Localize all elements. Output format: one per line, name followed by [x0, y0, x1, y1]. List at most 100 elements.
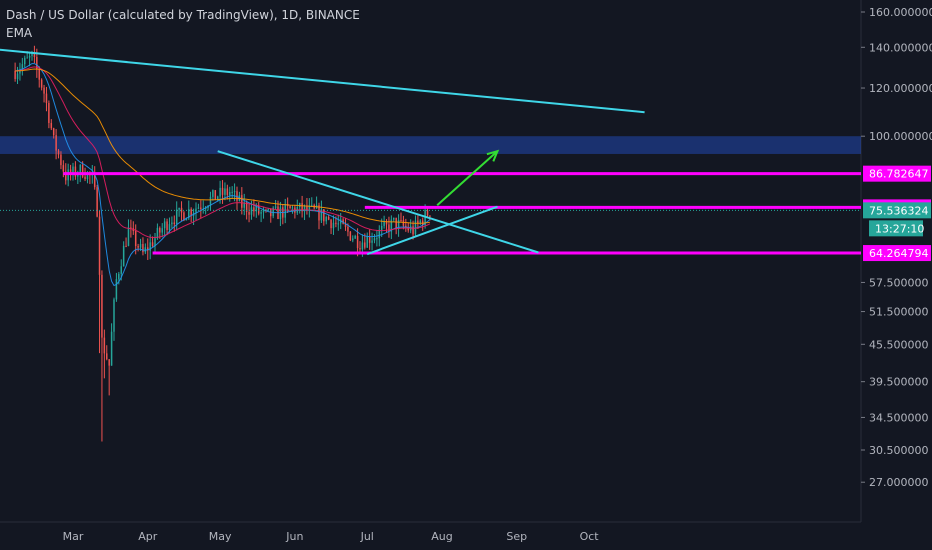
candle-body — [236, 191, 238, 201]
candle-body — [327, 216, 330, 220]
candle-body — [190, 209, 192, 216]
candle-body — [101, 274, 103, 338]
candle-body — [245, 202, 248, 213]
candle-body — [393, 217, 395, 220]
candle-body — [204, 207, 207, 209]
candle-body — [151, 242, 154, 247]
candle-body — [139, 243, 142, 248]
candle-body — [125, 245, 127, 247]
candle-body — [366, 236, 368, 248]
candle-body — [426, 210, 429, 216]
current-price-badge-bg — [863, 202, 931, 219]
x-tick-label: Jul — [360, 530, 374, 543]
candle-body — [79, 164, 81, 175]
y-tick-label: 140.000000 — [869, 41, 932, 54]
candle-body — [130, 227, 132, 229]
trendline[interactable] — [366, 205, 498, 256]
candle-body — [344, 223, 347, 227]
projection-arrow[interactable] — [436, 150, 499, 207]
candle-body — [31, 52, 33, 56]
candle-body — [74, 166, 77, 177]
candle-body — [414, 220, 417, 235]
candle-body — [376, 238, 378, 240]
y-tick-label: 45.500000 — [869, 338, 929, 351]
candle-body — [98, 216, 101, 275]
candle-body — [115, 279, 118, 300]
indicator-label[interactable]: EMA — [6, 26, 33, 40]
candle-body — [72, 166, 74, 175]
candle-body — [28, 55, 31, 58]
candle-body — [43, 87, 45, 94]
candle-body — [110, 331, 113, 366]
candle-body — [400, 219, 402, 221]
candle-body — [361, 242, 364, 250]
candle-body — [385, 222, 388, 225]
candle-body — [417, 220, 419, 224]
ema-mid-line — [15, 66, 431, 238]
candle-body — [359, 248, 361, 250]
candle-body — [175, 209, 178, 225]
candle-body — [229, 191, 231, 195]
candle-body — [154, 238, 156, 247]
candle-body — [106, 353, 108, 360]
candle-body — [38, 69, 40, 80]
candle-body — [267, 208, 270, 210]
candle-body — [371, 240, 373, 243]
candle-body — [243, 202, 245, 208]
trendline[interactable] — [217, 150, 539, 254]
countdown-badge-bg — [869, 220, 923, 237]
candle-body — [113, 299, 115, 332]
candle-body — [96, 187, 98, 217]
candle-body — [127, 227, 130, 246]
y-tick-label: 100.000000 — [869, 130, 932, 143]
candle-body — [188, 209, 190, 219]
candle-body — [214, 190, 217, 200]
candle-body — [26, 57, 28, 59]
candle-body — [185, 218, 188, 221]
candle-body — [233, 191, 236, 193]
candle-body — [19, 69, 21, 74]
x-tick-label: Jun — [285, 530, 303, 543]
candle-body — [149, 242, 151, 251]
y-tick-label: 120.000000 — [869, 82, 932, 95]
chart-title: Dash / US Dollar (calculated by TradingV… — [6, 8, 360, 22]
candle-body — [21, 64, 24, 70]
candle-body — [65, 171, 67, 181]
candle-body — [166, 221, 168, 231]
candle-body — [55, 135, 57, 151]
candle-body — [241, 195, 243, 208]
candle-body — [16, 73, 19, 80]
candle-body — [339, 219, 342, 224]
candle-body — [224, 188, 226, 195]
candle-body — [253, 207, 255, 212]
candle-body — [161, 228, 163, 233]
current-price-badge: 75.536324 — [869, 204, 929, 217]
candle-body — [93, 173, 96, 188]
trendline[interactable] — [0, 47, 645, 114]
candle-body — [274, 206, 277, 208]
candle-body — [134, 231, 137, 247]
candle-body — [397, 219, 400, 229]
candle-body — [171, 222, 173, 225]
x-tick-label: Sep — [506, 530, 527, 543]
candle-body — [320, 209, 323, 221]
x-tick-label: Apr — [138, 530, 158, 543]
x-tick-label: Oct — [580, 530, 600, 543]
candle-body — [219, 187, 221, 197]
candle-body — [108, 359, 110, 366]
candle-body — [86, 172, 89, 180]
candle-body — [378, 229, 381, 239]
candle-body — [197, 207, 200, 209]
candle-body — [24, 57, 26, 65]
candle-body — [103, 337, 106, 354]
candle-body — [36, 57, 38, 70]
candle-body — [183, 212, 185, 221]
candle-body — [330, 219, 332, 229]
y-tick-label: 160.000000 — [869, 6, 932, 19]
level-price-badge: 64.264794 — [869, 247, 929, 260]
candle-body — [308, 205, 311, 211]
candle-body — [364, 242, 366, 248]
candle-body — [40, 79, 43, 88]
candle-body — [122, 245, 125, 267]
